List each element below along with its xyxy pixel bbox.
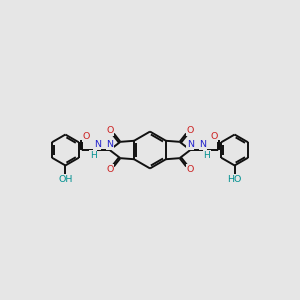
Text: HO: HO [227,175,242,184]
Text: N: N [106,140,113,149]
Text: H: H [90,151,96,160]
Text: O: O [186,165,194,174]
Text: O: O [82,132,90,141]
Text: N: N [199,140,206,149]
Text: OH: OH [58,175,73,184]
Text: N: N [94,140,101,149]
Text: H: H [204,151,210,160]
Text: N: N [187,140,194,149]
Text: O: O [106,126,114,135]
Text: O: O [210,132,218,141]
Text: O: O [106,165,114,174]
Text: O: O [186,126,194,135]
